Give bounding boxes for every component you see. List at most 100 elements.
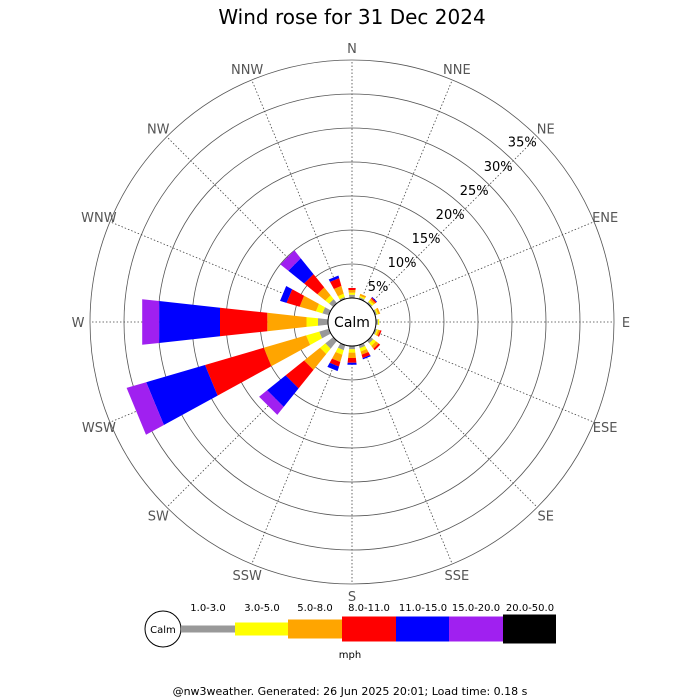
calm-circle-shape bbox=[327, 297, 377, 347]
petal-wsw-bin-2 bbox=[306, 331, 322, 345]
direction-label-ssw: SSW bbox=[232, 569, 262, 584]
petal-s-bin-3 bbox=[348, 352, 356, 358]
legend-bin-label-1: 1.0-3.0 bbox=[190, 603, 225, 614]
direction-label-sse: SSE bbox=[444, 569, 469, 584]
petal-wsw-bin-4 bbox=[205, 347, 272, 396]
petal-nw-bin-5 bbox=[288, 258, 314, 284]
petal-w-bin-5 bbox=[159, 301, 220, 343]
petal-ese-bin-3 bbox=[376, 329, 381, 337]
legend-swatch-6 bbox=[449, 616, 503, 642]
direction-label-wsw: WSW bbox=[82, 421, 116, 436]
direction-labels: N NNE NE ENE E ESE SE SSE S SSW SW WSW W WNW NW NNW bbox=[72, 42, 631, 605]
petal-w-bin-1 bbox=[318, 318, 329, 326]
petal-wnw-bin-2 bbox=[315, 303, 325, 314]
petal-ssw-bin-4 bbox=[329, 358, 341, 367]
ring-label-25: 25% bbox=[460, 184, 489, 199]
petal-wsw-bin-1 bbox=[319, 328, 331, 339]
petal-nw-bin-6 bbox=[280, 250, 301, 271]
legend-bin-label-3: 5.0-8.0 bbox=[297, 603, 332, 614]
calm-circle: Calm bbox=[327, 297, 377, 347]
spoke-sse bbox=[360, 344, 453, 565]
spoke-ne bbox=[368, 136, 538, 306]
petal-n-bin-3 bbox=[348, 290, 356, 293]
petal-sse-bin-4 bbox=[361, 352, 371, 359]
petal-wsw-bin-3 bbox=[263, 335, 311, 367]
legend-bin-label-5: 11.0-15.0 bbox=[399, 603, 447, 614]
petal-nw-bin-2 bbox=[325, 295, 334, 304]
petal-ssw-bin-5 bbox=[327, 362, 339, 372]
petal-nw-bin-3 bbox=[317, 287, 331, 301]
petal-n-bin-1 bbox=[349, 294, 355, 299]
direction-label-n: N bbox=[347, 42, 357, 57]
direction-label-e: E bbox=[622, 316, 630, 331]
direction-label-nnw: NNW bbox=[231, 63, 263, 78]
petal-ne-bin-1 bbox=[367, 301, 373, 307]
ring-label-30: 30% bbox=[484, 160, 513, 175]
direction-label-sw: SW bbox=[148, 510, 169, 525]
ring-35-percent bbox=[89, 59, 615, 585]
petal-sse-bin-3 bbox=[360, 349, 369, 355]
petal-sw-bin-5 bbox=[267, 375, 299, 407]
petal-nnw-bin-3 bbox=[333, 285, 344, 297]
petal-wnw-bin-1 bbox=[322, 307, 331, 316]
direction-label-ene: ENE bbox=[592, 211, 618, 226]
petal-sse-bin-2 bbox=[359, 346, 367, 352]
legend-swatch-7 bbox=[503, 614, 556, 644]
petal-n-bin-2 bbox=[348, 292, 356, 295]
petal-nw-bin-4 bbox=[304, 274, 325, 295]
petal-s-bin-5 bbox=[347, 362, 357, 365]
petal-wnw-bin-4 bbox=[286, 289, 305, 307]
direction-label-s: S bbox=[348, 590, 356, 605]
petal-nne-bin-1 bbox=[358, 297, 365, 301]
petal-sw-bin-2 bbox=[320, 343, 331, 354]
petal-nnw-bin-5 bbox=[328, 275, 340, 282]
petal-sw-bin-3 bbox=[304, 347, 327, 370]
legend-swatch-1 bbox=[181, 625, 235, 633]
direction-label-ese: ESE bbox=[593, 421, 618, 436]
legend-swatch-3 bbox=[288, 619, 342, 639]
petal-ne-bin-2 bbox=[368, 300, 374, 306]
legend-bin-label-2: 3.0-5.0 bbox=[244, 603, 279, 614]
petal-se-bin-4 bbox=[373, 343, 381, 351]
spoke-se bbox=[368, 338, 538, 508]
spoke-nne bbox=[360, 79, 453, 300]
chart-title: Wind rose for 31 Dec 2024 bbox=[218, 5, 485, 29]
petal-wsw-bin-5 bbox=[146, 365, 218, 425]
footer-text: @nw3weather. Generated: 26 Jun 2025 20:0… bbox=[173, 685, 528, 698]
ring-label-20: 20% bbox=[436, 208, 465, 223]
petal-sw-bin-6 bbox=[259, 390, 284, 415]
petal-ene-bin-3 bbox=[376, 307, 381, 315]
petal-e-bin-2 bbox=[377, 319, 380, 325]
legend-calm-label: Calm bbox=[150, 625, 176, 636]
petal-wnw-bin-5 bbox=[280, 286, 293, 303]
petal-ese-bin-4 bbox=[377, 330, 382, 337]
petal-w-bin-4 bbox=[220, 307, 268, 337]
petal-sw-bin-1 bbox=[325, 337, 337, 349]
direction-label-nne: NNE bbox=[443, 63, 471, 78]
petal-ne-bin-4 bbox=[370, 297, 377, 304]
direction-label-ne: NE bbox=[537, 122, 555, 137]
petal-w-bin-2 bbox=[306, 317, 318, 327]
petal-ese-bin-2 bbox=[374, 329, 379, 336]
spoke-nnw bbox=[251, 79, 344, 300]
direction-label-w: W bbox=[72, 316, 85, 331]
petal-nne-bin-3 bbox=[359, 293, 367, 298]
speed-legend: Calm mph 1.0-3.0 3.0-5.0 5.0-8.0 8.0-11.0 11… bbox=[144, 603, 556, 661]
calm-label: Calm bbox=[334, 315, 370, 331]
direction-label-nw: NW bbox=[147, 122, 170, 137]
direction-label-wnw: WNW bbox=[81, 211, 117, 226]
petal-nnw-bin-1 bbox=[339, 297, 346, 301]
petal-w-bin-6 bbox=[142, 299, 160, 345]
petal-ssw-bin-2 bbox=[335, 347, 344, 355]
petal-ssw-bin-3 bbox=[332, 352, 343, 362]
petal-nnw-bin-4 bbox=[330, 278, 342, 289]
petal-se-bin-2 bbox=[369, 339, 376, 346]
petal-ene-bin-1 bbox=[373, 309, 377, 316]
spoke-ene bbox=[374, 221, 595, 314]
petal-wsw-bin-6 bbox=[126, 382, 164, 435]
spoke-ese bbox=[374, 330, 595, 423]
petal-ene-bin-2 bbox=[374, 308, 379, 315]
petal-se-bin-3 bbox=[371, 341, 379, 349]
legend-unit: mph bbox=[339, 650, 361, 661]
